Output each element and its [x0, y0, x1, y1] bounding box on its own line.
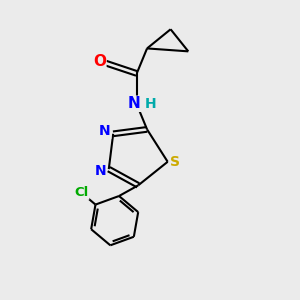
- Text: N: N: [128, 96, 141, 111]
- Text: N: N: [95, 164, 106, 178]
- Text: Cl: Cl: [74, 186, 89, 199]
- Text: N: N: [99, 124, 111, 138]
- Text: S: S: [170, 155, 180, 170]
- Text: O: O: [93, 54, 106, 69]
- Text: H: H: [145, 97, 157, 111]
